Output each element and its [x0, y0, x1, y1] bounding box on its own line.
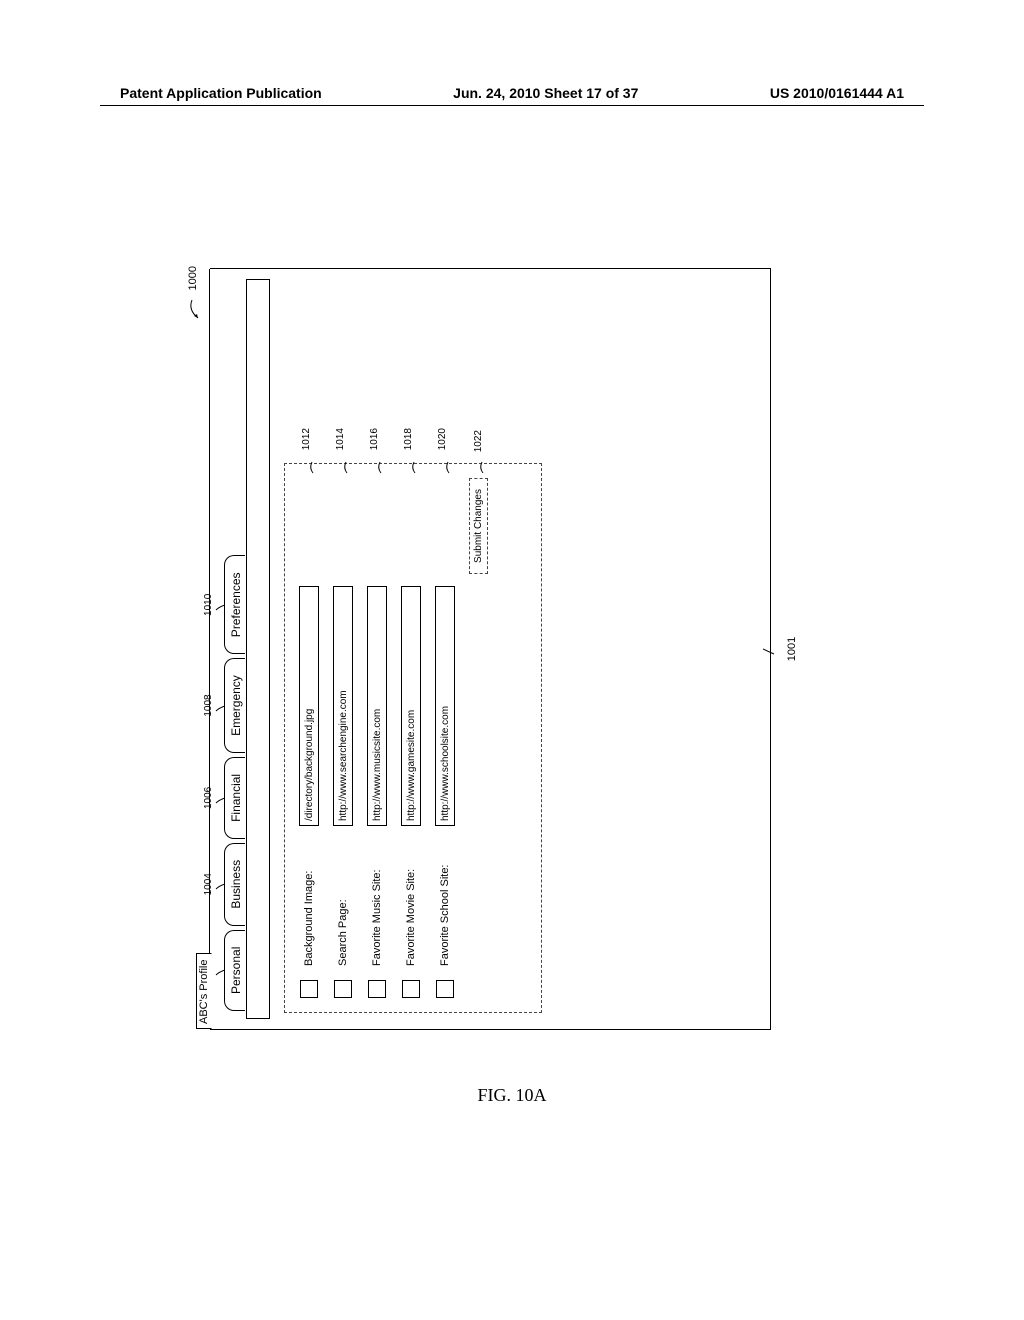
checkbox[interactable]: [300, 980, 318, 998]
window-ref: 1000: [186, 266, 200, 320]
leader-icon: [305, 460, 315, 474]
field-label: Favorite Music Site:: [371, 826, 383, 966]
tab-financial[interactable]: 1006 Financial: [224, 757, 245, 839]
row-music-site: Favorite Music Site: http://www.musicsit…: [367, 478, 387, 998]
field-input[interactable]: /directory/background.jpg: [299, 586, 319, 826]
window-top-border: [209, 269, 210, 1029]
leader-icon: [762, 642, 780, 656]
tab-label: Personal: [229, 947, 243, 994]
row-movie-site: Favorite Movie Site: http://www.gamesite…: [401, 478, 421, 998]
profile-window: ABC's Profile 1002 Personal 1004 Busines…: [210, 268, 771, 1030]
leader-icon: [339, 460, 349, 474]
leader-icon: [215, 699, 225, 713]
figure-label: FIG. 10A: [477, 1085, 546, 1106]
leader-icon: [407, 460, 417, 474]
leader-arrow-icon: [186, 296, 200, 320]
field-value: /directory/background.jpg: [304, 709, 315, 821]
header-left: Patent Application Publication: [120, 85, 322, 101]
field-value: http://www.schoolsite.com: [440, 706, 451, 821]
tab-ref: 1008: [203, 694, 214, 716]
checkbox[interactable]: [402, 980, 420, 998]
submit-label: Submit Changes: [473, 489, 484, 563]
leader-icon: [373, 460, 383, 474]
row-background-image: Background Image: /directory/background.…: [299, 478, 319, 998]
field-ref: 1020: [437, 428, 448, 450]
header-center: Jun. 24, 2010 Sheet 17 of 37: [453, 85, 638, 101]
tab-ref: 1010: [203, 594, 214, 616]
leader-icon: [215, 791, 225, 805]
tab-label: Financial: [229, 774, 243, 822]
tab-ref: 1004: [203, 873, 214, 895]
row-search-page: Search Page: http://www.searchengine.com…: [333, 478, 353, 998]
field-ref: 1014: [335, 428, 346, 450]
field-ref: 1012: [301, 428, 312, 450]
field-value: http://www.searchengine.com: [338, 690, 349, 821]
field-input[interactable]: http://www.schoolsite.com: [435, 586, 455, 826]
submit-row: Submit Changes 1022: [469, 478, 488, 998]
submit-ref: 1022: [473, 430, 484, 452]
window-bottom-ref: 1001: [786, 637, 798, 661]
submit-button[interactable]: Submit Changes: [469, 478, 488, 574]
field-label: Favorite Movie Site:: [405, 826, 417, 966]
tab-personal[interactable]: 1002 Personal: [224, 930, 245, 1011]
leader-icon: [441, 460, 451, 474]
window-title: ABC's Profile: [196, 953, 212, 1029]
tab-preferences[interactable]: 1010 Preferences: [224, 555, 245, 654]
field-label: Background Image:: [303, 826, 315, 966]
window-ref-text: 1000: [187, 266, 199, 290]
page-header: Patent Application Publication Jun. 24, …: [0, 85, 1024, 101]
checkbox[interactable]: [436, 980, 454, 998]
tab-label: Business: [229, 860, 243, 909]
field-input[interactable]: http://www.searchengine.com: [333, 586, 353, 826]
checkbox[interactable]: [368, 980, 386, 998]
leader-icon: [215, 598, 225, 612]
tabs-row: 1002 Personal 1004 Business 1006 Financi…: [224, 555, 245, 1011]
figure-container: 1000 ABC's Profile 1002 Personal 1004 Bu…: [200, 260, 820, 1040]
leader-icon: [475, 460, 485, 474]
tab-ref: 1006: [203, 787, 214, 809]
rotated-figure: 1000 ABC's Profile 1002 Personal 1004 Bu…: [210, 270, 810, 1030]
field-input[interactable]: http://www.gamesite.com: [401, 586, 421, 826]
field-ref: 1018: [403, 428, 414, 450]
tab-emergency[interactable]: 1008 Emergency: [224, 658, 245, 753]
field-input[interactable]: http://www.musicsite.com: [367, 586, 387, 826]
tab-label: Emergency: [229, 675, 243, 736]
field-label: Favorite School Site:: [439, 826, 451, 966]
header-divider: [100, 105, 924, 106]
tab-content-border: [246, 279, 270, 1019]
header-right: US 2010/0161444 A1: [770, 85, 904, 101]
field-ref: 1016: [369, 428, 380, 450]
row-school-site: Favorite School Site: http://www.schools…: [435, 478, 455, 998]
tab-label: Preferences: [229, 572, 243, 637]
preferences-form: Background Image: /directory/background.…: [284, 463, 542, 1013]
field-value: http://www.musicsite.com: [372, 709, 383, 821]
field-label: Search Page:: [337, 826, 349, 966]
field-value: http://www.gamesite.com: [406, 710, 417, 821]
checkbox[interactable]: [334, 980, 352, 998]
leader-icon: [215, 963, 225, 977]
leader-icon: [215, 877, 225, 891]
tab-business[interactable]: 1004 Business: [224, 843, 245, 926]
